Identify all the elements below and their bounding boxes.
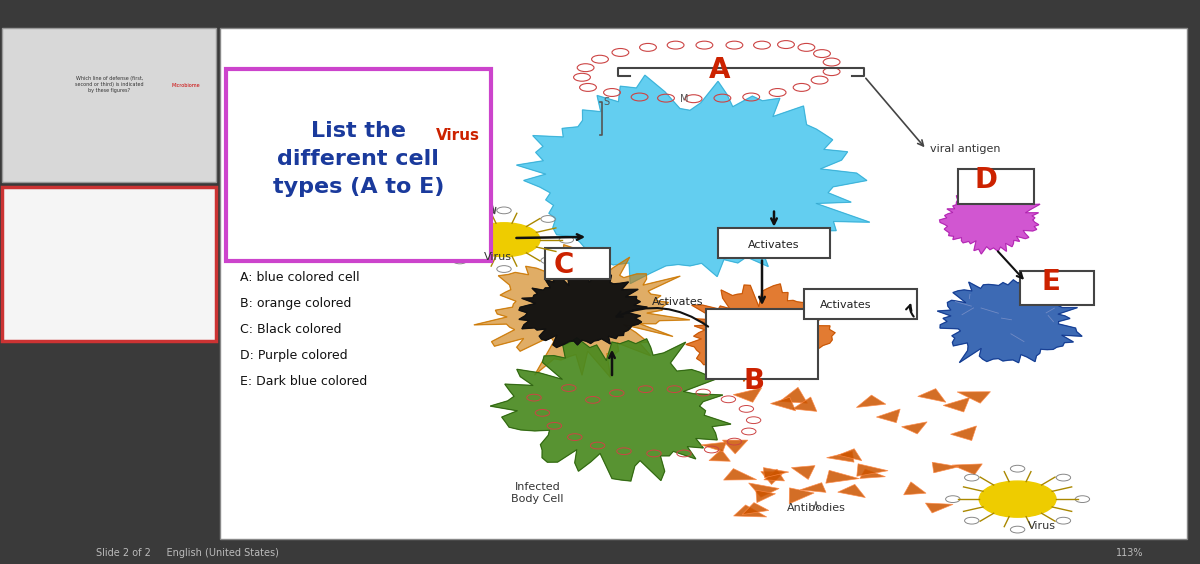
Circle shape <box>979 481 1056 517</box>
Text: E: Dark blue colored: E: Dark blue colored <box>240 374 367 388</box>
Polygon shape <box>790 488 814 504</box>
Polygon shape <box>932 462 959 473</box>
FancyBboxPatch shape <box>2 187 216 341</box>
Polygon shape <box>857 464 888 476</box>
Polygon shape <box>904 482 926 495</box>
Polygon shape <box>491 338 731 481</box>
Text: Virus: Virus <box>437 128 480 143</box>
Polygon shape <box>952 464 983 474</box>
Text: Which line of defense (first,
second or third) is indicated
by these figures?: Which line of defense (first, second or … <box>74 76 144 93</box>
Polygon shape <box>474 245 690 377</box>
Polygon shape <box>780 387 808 403</box>
Polygon shape <box>859 469 886 478</box>
Polygon shape <box>722 440 748 454</box>
FancyBboxPatch shape <box>804 289 917 319</box>
Polygon shape <box>943 398 970 412</box>
Polygon shape <box>770 397 796 411</box>
Text: A: blue colored cell: A: blue colored cell <box>240 271 360 284</box>
Polygon shape <box>792 397 817 411</box>
Polygon shape <box>763 468 788 478</box>
Text: Virus: Virus <box>1027 521 1056 531</box>
Text: Antibodies: Antibodies <box>786 503 846 513</box>
Polygon shape <box>918 389 946 402</box>
Text: Microbiome: Microbiome <box>172 83 200 88</box>
Polygon shape <box>733 388 762 402</box>
Text: C: C <box>554 251 574 279</box>
FancyBboxPatch shape <box>226 69 491 261</box>
Polygon shape <box>761 472 785 484</box>
Polygon shape <box>686 284 835 381</box>
Polygon shape <box>701 442 726 452</box>
Circle shape <box>468 223 540 257</box>
Polygon shape <box>733 505 767 517</box>
Polygon shape <box>827 451 854 462</box>
Text: Activates: Activates <box>749 240 799 250</box>
FancyBboxPatch shape <box>718 228 830 258</box>
Polygon shape <box>826 470 859 483</box>
Text: D: Purple colored: D: Purple colored <box>240 349 348 362</box>
Polygon shape <box>764 469 785 481</box>
Polygon shape <box>857 395 886 407</box>
Text: Virus: Virus <box>484 252 512 262</box>
Text: viral antigen: viral antigen <box>930 144 1001 155</box>
FancyBboxPatch shape <box>2 28 216 182</box>
FancyBboxPatch shape <box>706 309 818 379</box>
Polygon shape <box>791 465 815 479</box>
Text: B: orange colored: B: orange colored <box>240 297 352 310</box>
Polygon shape <box>876 409 900 422</box>
Text: List the
different cell
types (A to E): List the different cell types (A to E) <box>272 121 444 197</box>
Polygon shape <box>838 484 865 497</box>
Text: Activates: Activates <box>821 299 871 310</box>
Polygon shape <box>838 449 862 461</box>
FancyBboxPatch shape <box>0 541 1200 564</box>
Polygon shape <box>800 483 826 492</box>
Polygon shape <box>518 272 647 347</box>
Polygon shape <box>724 469 757 480</box>
FancyBboxPatch shape <box>1020 271 1094 305</box>
Text: A: A <box>709 56 731 85</box>
Text: 113%: 113% <box>1116 548 1144 558</box>
Text: M: M <box>679 94 689 104</box>
Text: S: S <box>602 96 610 107</box>
Text: E: E <box>1042 268 1061 296</box>
Text: C: Black colored: C: Black colored <box>240 323 342 336</box>
Polygon shape <box>709 450 731 461</box>
Polygon shape <box>742 503 769 514</box>
Polygon shape <box>901 422 928 434</box>
Text: B: B <box>743 367 764 395</box>
FancyBboxPatch shape <box>958 169 1034 204</box>
Polygon shape <box>756 490 775 503</box>
Text: Activates: Activates <box>653 297 703 307</box>
Polygon shape <box>958 392 990 403</box>
Polygon shape <box>950 426 977 440</box>
Polygon shape <box>749 483 779 497</box>
Text: D: D <box>974 166 998 195</box>
Polygon shape <box>925 503 953 513</box>
Polygon shape <box>516 75 870 284</box>
Text: Infected
Body Cell: Infected Body Cell <box>511 482 564 504</box>
Text: Slide 2 of 2     English (United States): Slide 2 of 2 English (United States) <box>96 548 278 558</box>
FancyBboxPatch shape <box>545 248 610 279</box>
Polygon shape <box>940 189 1040 254</box>
Polygon shape <box>937 271 1082 363</box>
